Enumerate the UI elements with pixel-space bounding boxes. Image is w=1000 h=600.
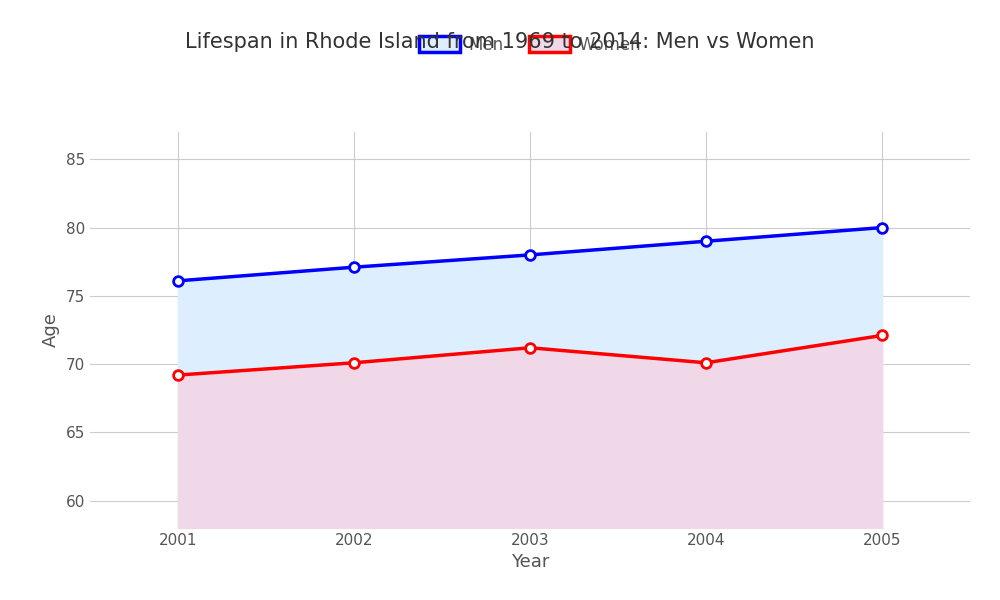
Text: Lifespan in Rhode Island from 1969 to 2014: Men vs Women: Lifespan in Rhode Island from 1969 to 20… <box>185 32 815 52</box>
X-axis label: Year: Year <box>511 553 549 571</box>
Y-axis label: Age: Age <box>42 313 60 347</box>
Legend: Men, Women: Men, Women <box>412 29 648 61</box>
